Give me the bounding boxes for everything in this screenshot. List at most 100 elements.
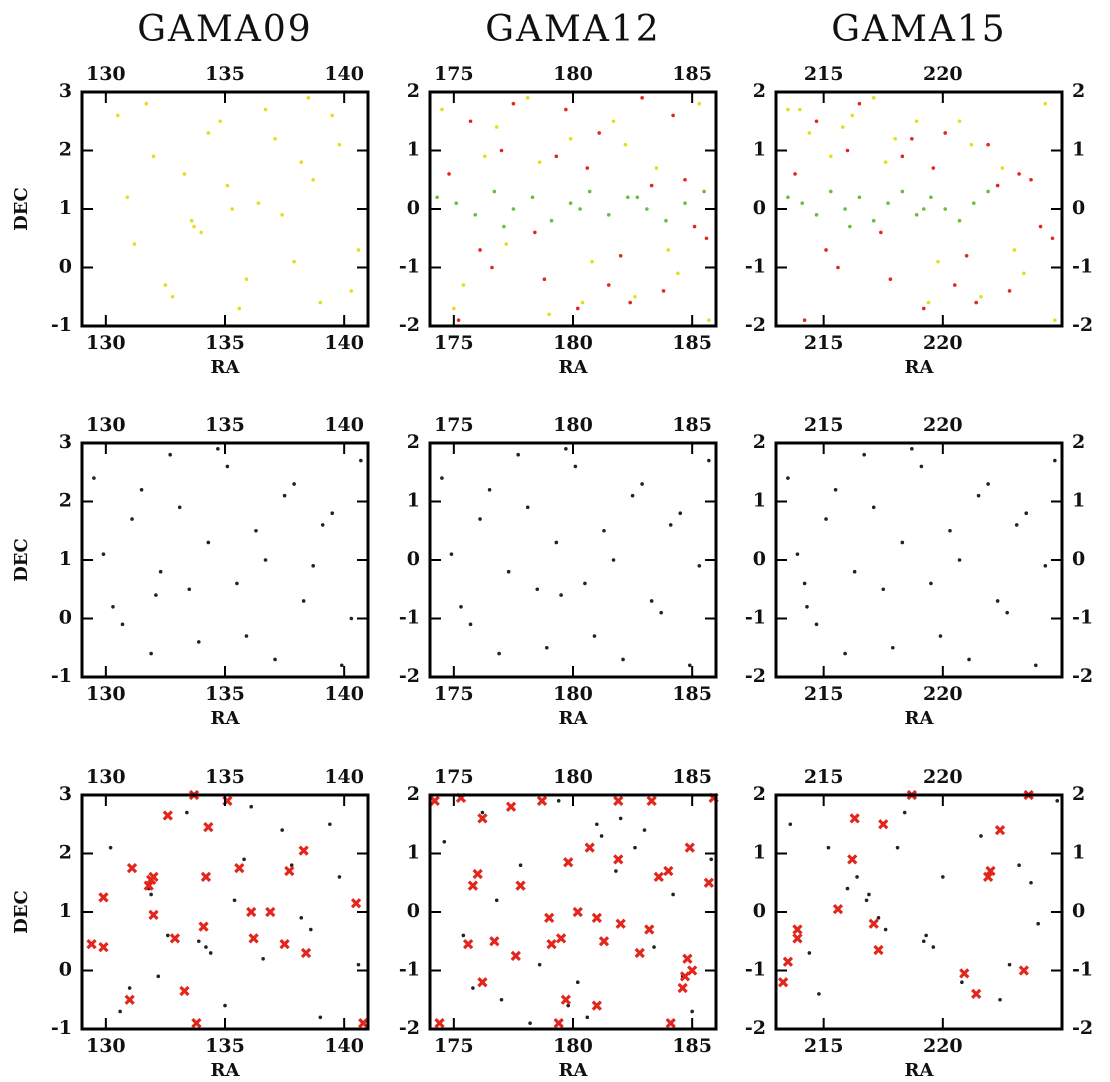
cross-point — [591, 912, 602, 923]
point — [456, 318, 461, 322]
point — [487, 488, 492, 492]
y-tick-label: 0 — [59, 959, 72, 981]
y-tick-label: 1 — [59, 197, 72, 219]
cross-point — [143, 880, 154, 891]
point — [640, 482, 644, 486]
point — [850, 113, 855, 118]
y-tick-label: 3 — [59, 80, 72, 102]
point — [189, 218, 194, 223]
point — [511, 207, 516, 211]
point — [206, 540, 211, 545]
point — [910, 447, 914, 451]
x-axis-label: RA — [559, 1060, 589, 1078]
y-tick-label-right: -2 — [1072, 1017, 1093, 1039]
x-tick-label-top: 175 — [434, 63, 474, 85]
point — [943, 207, 948, 211]
point — [292, 482, 296, 486]
cross-point — [679, 971, 691, 982]
point — [568, 137, 573, 141]
point — [807, 131, 812, 135]
point — [633, 845, 637, 850]
cross-point — [536, 795, 548, 806]
cross-point — [598, 936, 610, 947]
cross-point — [555, 933, 567, 944]
x-tick-label-top: 135 — [205, 414, 245, 436]
x-tick-label: 215 — [804, 1035, 844, 1057]
point — [895, 845, 900, 850]
point — [890, 645, 895, 650]
point — [490, 265, 494, 270]
y-tick-label: 0 — [59, 256, 72, 278]
x-tick-label-top: 180 — [553, 766, 593, 788]
cross-point — [300, 947, 312, 959]
point — [158, 569, 163, 574]
y-tick-label: 0 — [753, 197, 766, 219]
point — [626, 195, 630, 200]
cross-point — [510, 950, 521, 962]
cross-point — [615, 918, 626, 929]
point — [280, 828, 285, 832]
point — [671, 892, 675, 897]
point — [554, 154, 559, 159]
x-tick-label-top: 135 — [205, 766, 245, 788]
y-tick-label-right: 1 — [1072, 139, 1085, 161]
point — [320, 523, 325, 527]
cross-point — [358, 1018, 369, 1029]
y-tick-label-right: 2 — [1072, 783, 1085, 805]
x-tick-label: 185 — [672, 1035, 712, 1057]
y-tick-label: 0 — [753, 900, 766, 922]
panel-title: GAMA12 — [485, 9, 660, 50]
point — [518, 863, 523, 867]
point — [585, 1015, 590, 1020]
point — [504, 242, 509, 246]
point — [864, 898, 869, 903]
x-tick-label-top: 215 — [804, 414, 844, 436]
y-tick-label-right: -1 — [1072, 959, 1093, 981]
point — [857, 195, 862, 200]
point — [108, 845, 113, 850]
point — [583, 581, 587, 586]
y-tick-label: -2 — [745, 314, 766, 336]
point — [144, 101, 149, 106]
point — [478, 248, 482, 252]
point — [249, 804, 254, 809]
point — [115, 113, 120, 118]
point — [606, 213, 611, 217]
cross-point — [613, 854, 624, 865]
point — [1022, 271, 1026, 276]
point — [621, 657, 625, 662]
point — [263, 558, 268, 562]
point — [237, 306, 242, 311]
point — [697, 101, 702, 106]
point — [139, 488, 144, 492]
cross-point — [665, 1018, 676, 1029]
point — [454, 201, 459, 205]
point — [979, 294, 983, 299]
point — [330, 113, 335, 118]
point — [829, 189, 833, 194]
point — [919, 464, 924, 469]
point — [282, 493, 287, 498]
point — [1043, 564, 1048, 568]
x-tick-label: 175 — [434, 1035, 474, 1057]
point — [843, 651, 847, 656]
x-tick-label-top: 180 — [553, 63, 593, 85]
point — [623, 142, 628, 147]
point — [206, 131, 211, 135]
point — [225, 464, 230, 469]
cross-point — [198, 921, 209, 932]
plot-frame — [428, 90, 718, 328]
point — [1024, 511, 1029, 515]
point — [929, 195, 933, 200]
point — [149, 651, 153, 656]
point — [516, 452, 520, 457]
point — [1053, 458, 1057, 463]
point — [802, 581, 807, 586]
point — [356, 962, 361, 967]
point — [707, 458, 711, 463]
cross-point — [265, 906, 276, 918]
point — [497, 651, 501, 656]
cross-point — [284, 865, 295, 877]
y-tick-label: 1 — [753, 490, 766, 512]
x-tick-label-top: 180 — [553, 414, 593, 436]
